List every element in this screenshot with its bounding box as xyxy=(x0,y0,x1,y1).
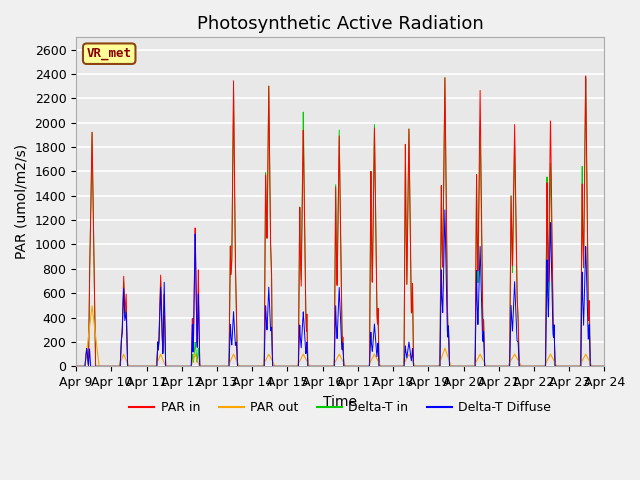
Delta-T in xyxy=(167,363,175,369)
Delta-T in xyxy=(600,363,608,369)
PAR out xyxy=(600,363,607,369)
Delta-T Diffuse xyxy=(600,363,608,369)
Line: Delta-T in: Delta-T in xyxy=(76,78,604,366)
Delta-T in xyxy=(488,363,496,369)
Delta-T in xyxy=(459,363,467,369)
PAR in xyxy=(321,363,328,369)
Delta-T Diffuse xyxy=(600,363,607,369)
PAR out xyxy=(459,363,467,369)
Delta-T in xyxy=(72,363,80,369)
Line: PAR in: PAR in xyxy=(76,76,604,366)
Delta-T Diffuse xyxy=(429,363,437,369)
PAR in xyxy=(600,363,607,369)
PAR out xyxy=(429,363,437,369)
PAR out xyxy=(167,363,175,369)
PAR out xyxy=(88,303,96,309)
Delta-T in xyxy=(321,363,328,369)
Delta-T in xyxy=(441,75,449,81)
X-axis label: Time: Time xyxy=(323,395,357,408)
PAR out xyxy=(488,363,496,369)
PAR in xyxy=(488,363,496,369)
PAR in xyxy=(429,363,437,369)
Line: PAR out: PAR out xyxy=(76,306,604,366)
Delta-T in xyxy=(600,363,607,369)
PAR out xyxy=(600,363,608,369)
Legend: PAR in, PAR out, Delta-T in, Delta-T Diffuse: PAR in, PAR out, Delta-T in, Delta-T Dif… xyxy=(124,396,556,420)
Delta-T Diffuse xyxy=(488,363,496,369)
Delta-T Diffuse xyxy=(441,207,449,213)
PAR in xyxy=(458,363,466,369)
Delta-T in xyxy=(429,363,437,369)
PAR in xyxy=(600,363,608,369)
PAR out xyxy=(321,363,328,369)
PAR in xyxy=(72,363,80,369)
PAR out xyxy=(72,363,80,369)
Delta-T Diffuse xyxy=(321,363,328,369)
Text: VR_met: VR_met xyxy=(86,47,132,60)
PAR in xyxy=(582,73,589,79)
Y-axis label: PAR (umol/m2/s): PAR (umol/m2/s) xyxy=(15,144,29,259)
Line: Delta-T Diffuse: Delta-T Diffuse xyxy=(76,210,604,366)
PAR in xyxy=(167,363,175,369)
Delta-T Diffuse xyxy=(167,363,175,369)
Delta-T Diffuse xyxy=(72,363,80,369)
Delta-T Diffuse xyxy=(459,363,467,369)
Title: Photosynthetic Active Radiation: Photosynthetic Active Radiation xyxy=(197,15,484,33)
